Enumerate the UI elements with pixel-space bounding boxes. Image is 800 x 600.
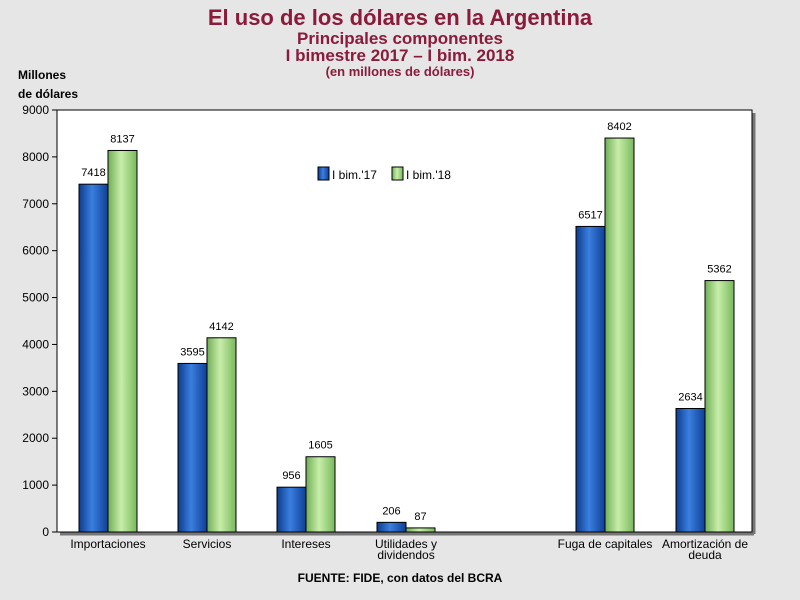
bar-series1 xyxy=(276,486,307,533)
bar-series1 xyxy=(177,362,208,533)
data-label: 8402 xyxy=(607,121,631,133)
data-label: 7418 xyxy=(81,167,105,179)
bar-series2 xyxy=(206,337,237,533)
chart-subtitle-1: Principales componentes xyxy=(297,29,503,48)
chart-subtitle-3: (en millones de dólares) xyxy=(325,64,475,79)
bar-series1 xyxy=(78,183,109,533)
y-tick-label: 4000 xyxy=(22,337,49,351)
bar-series2 xyxy=(604,137,635,533)
chart-titles: El uso de los dólares en la Argentina Pr… xyxy=(0,5,800,80)
y-tick-label: 8000 xyxy=(22,150,49,164)
y-axis-label-line2: de dólares xyxy=(18,87,79,101)
x-tick-label: dividendos xyxy=(377,548,434,562)
bar-series1 xyxy=(675,407,706,533)
bar-series2 xyxy=(405,527,436,533)
bar-series1 xyxy=(376,521,407,533)
chart-title: El uso de los dólares en la Argentina xyxy=(207,5,593,30)
data-label: 6517 xyxy=(578,209,602,221)
y-axis-label: Millones de dólares xyxy=(18,66,78,104)
legend-label: I bim.'18 xyxy=(406,168,451,182)
bar-series2 xyxy=(305,456,336,533)
x-tick-label: Importaciones xyxy=(70,537,145,551)
y-tick-label: 0 xyxy=(42,525,49,539)
data-label: 2634 xyxy=(678,391,702,403)
y-tick-label: 6000 xyxy=(22,244,49,258)
bar-series1 xyxy=(575,225,606,533)
data-label: 956 xyxy=(282,470,300,482)
y-tick-label: 9000 xyxy=(22,103,49,117)
data-label: 8137 xyxy=(110,133,134,145)
data-label: 1605 xyxy=(308,440,332,452)
y-tick-label: 1000 xyxy=(22,478,49,492)
data-label: 4142 xyxy=(209,321,233,333)
x-tick-label: Fuga de capitales xyxy=(558,537,653,551)
plot-area xyxy=(56,109,753,533)
data-label: 87 xyxy=(414,511,426,523)
x-tick-label: Utilidades y xyxy=(375,537,437,551)
x-tick-label: Servicios xyxy=(183,537,232,551)
y-tick-label: 2000 xyxy=(22,431,49,445)
chart-subtitle-2: I bimestre 2017 – I bim. 2018 xyxy=(285,46,515,65)
data-label: 206 xyxy=(382,505,400,517)
x-tick-label: deuda xyxy=(688,548,722,562)
x-tick-label: Intereses xyxy=(281,537,330,551)
bar-series2 xyxy=(704,280,735,533)
source-note: FUENTE: FIDE, con datos del BCRA xyxy=(297,571,503,585)
y-tick-label: 5000 xyxy=(22,291,49,305)
x-tick-label: Amortización de xyxy=(662,537,748,551)
y-tick-label: 3000 xyxy=(22,384,49,398)
data-label: 5362 xyxy=(707,264,731,276)
legend-label: I bim.'17 xyxy=(332,168,377,182)
bar-series2 xyxy=(107,149,138,533)
legend-swatch xyxy=(317,166,330,181)
y-axis-label-line1: Millones xyxy=(18,68,67,82)
legend-swatch xyxy=(391,166,404,181)
data-label: 3595 xyxy=(180,346,204,358)
y-tick-label: 7000 xyxy=(22,197,49,211)
